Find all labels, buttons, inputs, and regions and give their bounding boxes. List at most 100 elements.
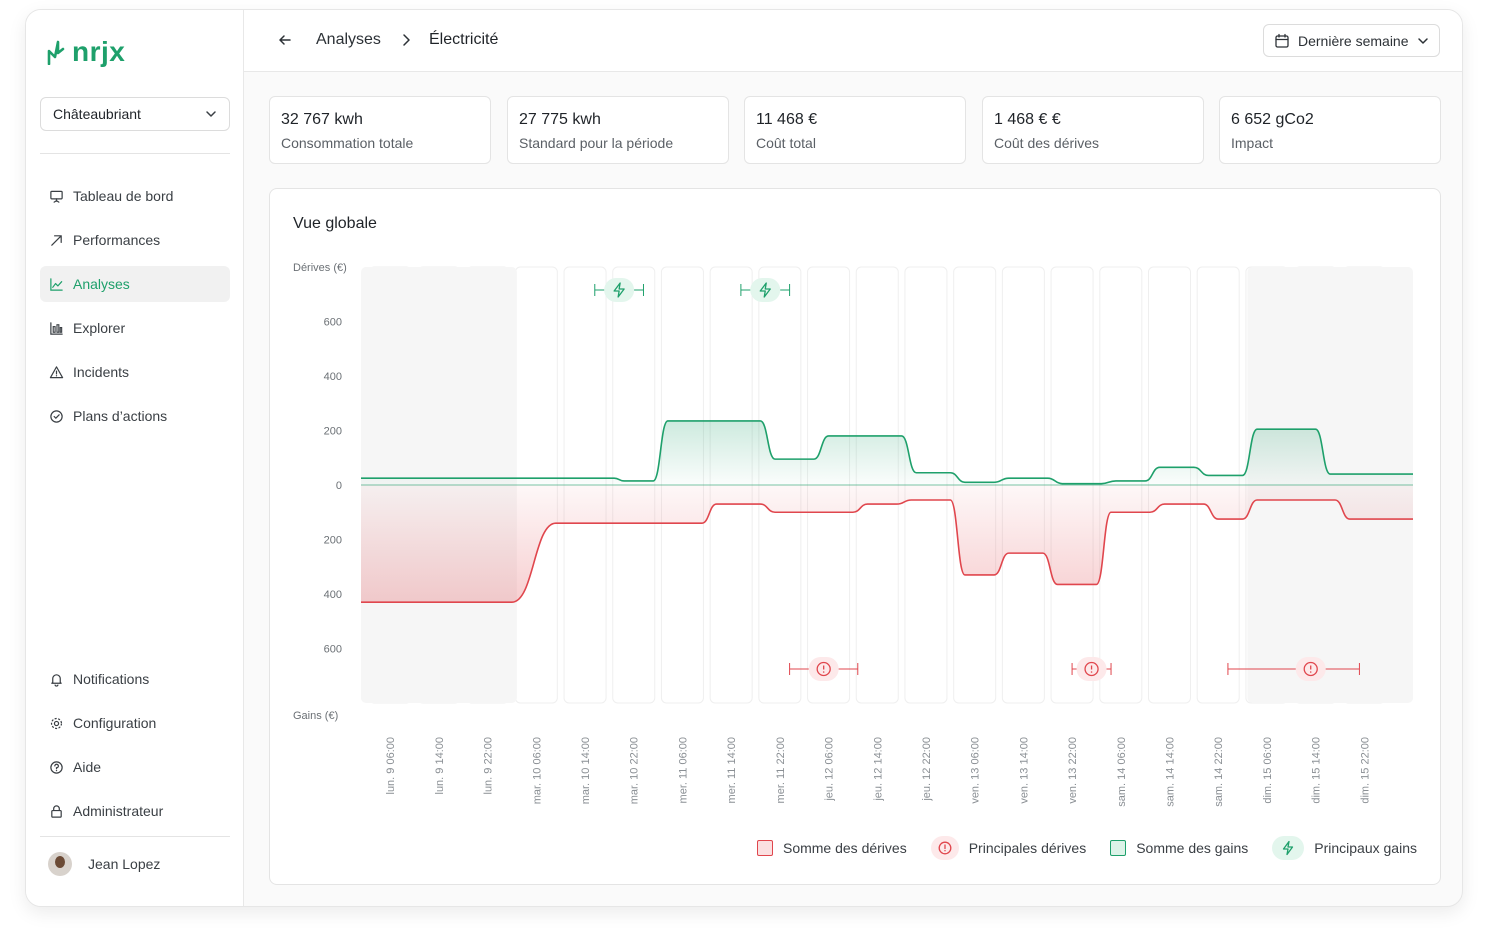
x-tick-label: sam. 14 06:00 [1116, 737, 1128, 807]
x-tick-label: lun. 9 06:00 [385, 737, 397, 795]
main-drift-marker [1071, 657, 1112, 681]
sidebar-item-label: Incidents [73, 364, 130, 380]
calendar-icon [1275, 33, 1289, 48]
x-tick-label: dim. 15 06:00 [1262, 737, 1274, 804]
breadcrumb-analyses[interactable]: Analyses [316, 31, 381, 48]
main-drift-marker [789, 657, 859, 681]
x-tick-label: mar. 10 22:00 [629, 737, 641, 804]
gear-icon [50, 717, 63, 729]
sidebar-divider [40, 836, 230, 837]
x-tick-label: mar. 10 14:00 [580, 737, 592, 804]
kpi-card-standard: 27 775 kwh Standard pour la période [507, 96, 729, 164]
x-tick-label: jeu. 12 06:00 [824, 737, 836, 802]
sidebar-item-configuration[interactable]: Configuration [40, 705, 230, 741]
chevron-down-icon [1418, 37, 1428, 44]
legend-swatch-green [1110, 840, 1127, 856]
presentation-icon [50, 190, 63, 203]
kpi-label: Impact [1231, 135, 1274, 151]
bolt-icon [1272, 836, 1305, 860]
x-tick-label: mer. 11 22:00 [775, 737, 787, 803]
kpi-card-impact: 6 652 gCo2 Impact [1219, 96, 1441, 164]
sidebar-item-label: Administrateur [73, 803, 164, 819]
legend-item-gains-sum[interactable]: Somme des gains [1110, 840, 1248, 856]
sidebar-item-tableau-de-bord[interactable]: Tableau de bord [40, 178, 230, 214]
sidebar-item-analyses[interactable]: Analyses [40, 266, 230, 302]
chevron-down-icon [206, 111, 216, 117]
sidebar-item-performances[interactable]: Performances [40, 222, 230, 258]
kpi-label: Coût total [756, 135, 816, 151]
avatar [48, 852, 72, 876]
gains-line [361, 420, 1413, 485]
alert-circle-icon [816, 661, 831, 677]
kpi-value: 27 775 kwh [519, 111, 601, 128]
y-tick-label: 200 [324, 535, 342, 547]
kpi-label: Coût des dérives [994, 135, 1100, 151]
site-select[interactable]: Châteaubriant [40, 97, 230, 131]
alert-dot [822, 671, 825, 673]
sidebar-item-label: Tableau de bord [73, 188, 174, 204]
chart-canvas[interactable]: Dérives (€) Gains (€) 600 400 200 0 200 400 600 l… [270, 189, 1442, 829]
sidebar-item-plans-actions[interactable]: Plans d’actions [40, 398, 230, 434]
kpi-value: 11 468 € [756, 111, 818, 128]
y-tick-label: 400 [324, 589, 342, 601]
legend-item-drift-sum[interactable]: Somme des dérives [756, 840, 907, 856]
x-tick-label: ven. 13 06:00 [970, 737, 982, 804]
alert-circle-icon [1084, 661, 1099, 677]
legend-item-main-drifts[interactable]: Principales dérives [930, 836, 1086, 860]
sidebar-item-label: Aide [73, 759, 102, 775]
y-axis-top-label: Dérives (€) [293, 262, 347, 274]
sidebar-item-label: Notifications [73, 671, 150, 687]
sidebar-item-label: Explorer [73, 320, 126, 336]
sidebar-item-explorer[interactable]: Explorer [40, 310, 230, 346]
x-tick-label: lun. 9 22:00 [483, 737, 495, 795]
y-tick-label: 400 [324, 371, 342, 383]
chevron-right-icon [403, 34, 410, 46]
kpi-label: Consommation totale [281, 135, 414, 151]
sidebar: nrjx Châteaubriant Tableau de bord Perfo… [26, 10, 244, 906]
sidebar-nav: Tableau de bord Performances Analyses Ex… [40, 178, 230, 442]
sidebar-item-aide[interactable]: Aide [40, 749, 230, 785]
back-arrow-icon[interactable] [276, 31, 294, 49]
alert-dot [1309, 671, 1312, 673]
gains-area [361, 420, 1413, 485]
user-name: Jean Lopez [88, 856, 161, 872]
app-window: nrjx Châteaubriant Tableau de bord Perfo… [25, 9, 1463, 907]
logo-text: nrjx [72, 36, 126, 67]
sidebar-divider [40, 153, 230, 154]
x-tick-label: dim. 15 22:00 [1359, 737, 1371, 804]
y-tick-label: 600 [324, 644, 342, 656]
legend-item-main-gains[interactable]: Principaux gains [1272, 836, 1417, 860]
period-select[interactable]: Dernière semaine [1263, 24, 1440, 57]
kpi-value: 32 767 kwh [281, 111, 363, 128]
kpi-value: 6 652 gCo2 [1231, 111, 1314, 128]
page-title: Électricité [429, 31, 499, 48]
help-circle-icon [50, 760, 63, 774]
topbar: Analyses Électricité Dernière semaine [244, 10, 1462, 72]
sidebar-item-notifications[interactable]: Notifications [40, 661, 230, 697]
sidebar-item-administrateur[interactable]: Administrateur [40, 793, 230, 829]
warning-icon [49, 365, 64, 378]
x-tick-label: jeu. 12 14:00 [872, 737, 884, 802]
kpi-card-consumption: 32 767 kwh Consommation totale [269, 96, 491, 164]
bar-chart-icon [50, 321, 63, 335]
kpi-label: Standard pour la période [519, 135, 674, 151]
y-axis-bottom-label: Gains (€) [293, 710, 338, 722]
y-tick-label: 200 [324, 426, 342, 438]
x-tick-label: dim. 15 14:00 [1311, 737, 1323, 804]
bolt-icon [759, 282, 771, 298]
main-gain-marker [594, 278, 644, 302]
x-tick-label: jeu. 12 22:00 [921, 737, 933, 802]
x-tick-label: ven. 13 14:00 [1018, 737, 1030, 804]
drifts-area [361, 485, 1413, 603]
main-gain-marker [740, 278, 791, 302]
x-tick-label: sam. 14 14:00 [1164, 737, 1176, 807]
kpi-value: 1 468 € € [994, 111, 1061, 128]
sidebar-item-incidents[interactable]: Incidents [40, 354, 230, 390]
sidebar-bottom-nav: Notifications Configuration Aide Adminis… [40, 661, 230, 837]
logo: nrjx [46, 38, 125, 66]
drifts-line [360, 499, 1413, 603]
user-profile[interactable]: Jean Lopez [48, 852, 160, 876]
x-tick-label: sam. 14 22:00 [1213, 737, 1225, 807]
legend-label: Somme des gains [1136, 840, 1249, 856]
legend-swatch-red [756, 840, 773, 856]
